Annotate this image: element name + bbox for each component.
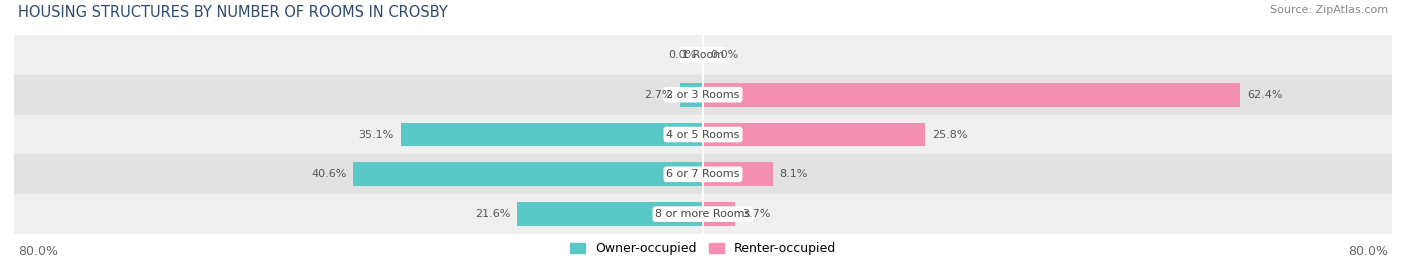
Text: 21.6%: 21.6%: [475, 209, 510, 219]
Text: 25.8%: 25.8%: [932, 129, 967, 140]
Bar: [703, 83, 1240, 107]
Bar: [401, 123, 703, 146]
Text: 0.0%: 0.0%: [668, 50, 696, 60]
Text: 4 or 5 Rooms: 4 or 5 Rooms: [666, 129, 740, 140]
Text: 1 Room: 1 Room: [682, 50, 724, 60]
Text: 35.1%: 35.1%: [359, 129, 394, 140]
Bar: [703, 202, 735, 226]
Text: 2 or 3 Rooms: 2 or 3 Rooms: [666, 90, 740, 100]
Text: Source: ZipAtlas.com: Source: ZipAtlas.com: [1270, 5, 1388, 15]
Bar: [353, 162, 703, 186]
Bar: [703, 162, 773, 186]
Text: 0.0%: 0.0%: [710, 50, 738, 60]
Bar: [14, 154, 1392, 194]
Bar: [703, 123, 925, 146]
Bar: [14, 115, 1392, 154]
Text: 6 or 7 Rooms: 6 or 7 Rooms: [666, 169, 740, 179]
Text: 8 or more Rooms: 8 or more Rooms: [655, 209, 751, 219]
Bar: [679, 83, 703, 107]
Text: 8.1%: 8.1%: [780, 169, 808, 179]
Bar: [517, 202, 703, 226]
Bar: [14, 75, 1392, 115]
Legend: Owner-occupied, Renter-occupied: Owner-occupied, Renter-occupied: [565, 237, 841, 260]
Text: 3.7%: 3.7%: [742, 209, 770, 219]
Text: 2.7%: 2.7%: [644, 90, 673, 100]
Bar: [14, 35, 1392, 75]
Text: 62.4%: 62.4%: [1247, 90, 1282, 100]
Text: 80.0%: 80.0%: [18, 245, 58, 258]
Text: 40.6%: 40.6%: [311, 169, 346, 179]
Text: 80.0%: 80.0%: [1348, 245, 1388, 258]
Text: HOUSING STRUCTURES BY NUMBER OF ROOMS IN CROSBY: HOUSING STRUCTURES BY NUMBER OF ROOMS IN…: [18, 5, 449, 20]
Bar: [14, 194, 1392, 234]
